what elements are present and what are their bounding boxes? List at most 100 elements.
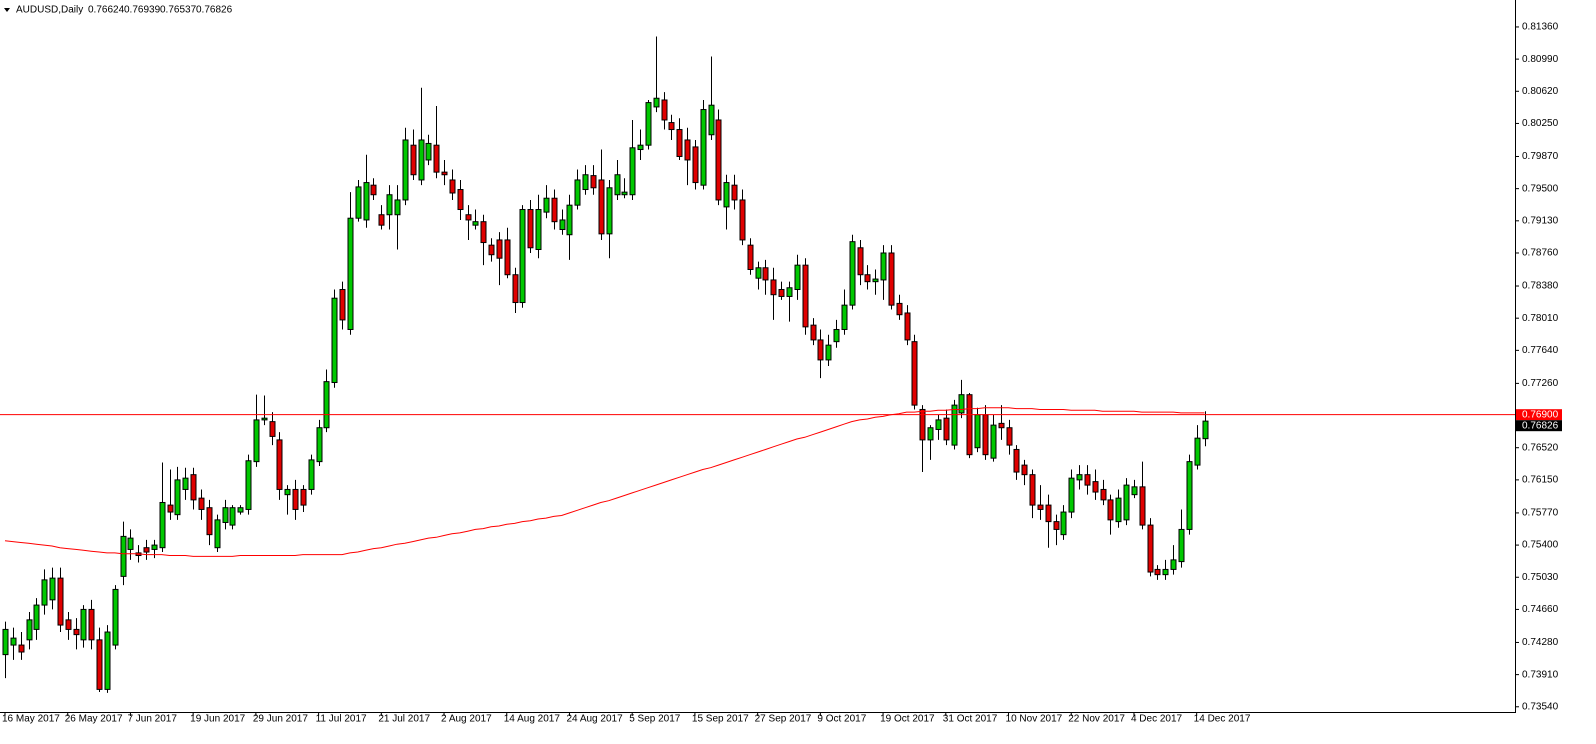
candle-body — [1013, 448, 1020, 473]
candle-body — [214, 519, 221, 549]
candle-body — [237, 507, 244, 513]
candle-body — [151, 544, 158, 550]
candle-body — [951, 404, 958, 446]
candle-body — [1139, 486, 1146, 526]
candle-body — [1053, 521, 1060, 530]
y-tick-label: 0.75030 — [1522, 572, 1559, 583]
candle-body — [715, 119, 722, 201]
candle-body — [457, 189, 464, 211]
x-tick-label: 11 Jul 2017 — [316, 714, 367, 725]
candle-body — [653, 97, 660, 108]
y-tick-label: 0.77260 — [1522, 378, 1559, 389]
moving-average — [4, 407, 1205, 557]
candle-body — [872, 278, 879, 283]
candle-body — [331, 297, 338, 384]
price-label: 0.76826 — [1522, 420, 1559, 431]
candle-body — [190, 474, 197, 501]
y-tick-label: 0.74280 — [1522, 637, 1559, 648]
candle-body — [347, 217, 354, 330]
y-tick-label: 0.80250 — [1522, 118, 1559, 129]
candle-body — [488, 244, 495, 256]
x-tick-label: 29 Jun 2017 — [253, 714, 308, 725]
candle-body — [1147, 524, 1154, 573]
candle-body — [472, 221, 479, 226]
candle-body — [958, 394, 965, 414]
candle-body — [1029, 474, 1036, 506]
candle-body — [73, 628, 80, 636]
candle-body — [880, 252, 887, 281]
candle-body — [206, 507, 213, 536]
menu-arrow[interactable] — [4, 8, 10, 12]
x-tick-label: 7 Jun 2017 — [127, 714, 177, 725]
candle-body — [480, 221, 487, 244]
y-tick-label: 0.76150 — [1522, 475, 1559, 486]
candle-body — [300, 488, 307, 506]
y-tick-label: 0.78380 — [1522, 281, 1559, 292]
candle-body — [731, 184, 738, 201]
candle-body — [598, 179, 605, 235]
candle-body — [1202, 420, 1209, 440]
candle-body — [261, 417, 268, 421]
candle-body — [308, 459, 315, 490]
candle-body — [802, 264, 809, 328]
level-label-box — [1516, 409, 1562, 421]
candle-body — [394, 199, 401, 216]
candle-body — [120, 535, 127, 577]
candle-body — [857, 247, 864, 276]
candle-body — [370, 184, 377, 196]
candle-body — [339, 288, 346, 321]
candle-body — [684, 139, 691, 161]
candle-body — [222, 507, 229, 523]
x-tick-label: 15 Sep 2017 — [692, 714, 749, 725]
candle-body — [1170, 559, 1177, 570]
candle-body — [794, 264, 801, 290]
y-tick-label: 0.75770 — [1522, 508, 1559, 519]
candle-body — [253, 419, 260, 463]
header-high: 0.76939 — [124, 5, 161, 16]
candle-body — [18, 644, 25, 653]
candle-body — [817, 339, 824, 361]
candle-body — [159, 501, 166, 549]
candle-body — [1006, 427, 1013, 446]
x-tick-label: 14 Aug 2017 — [504, 714, 561, 725]
candle-body — [621, 191, 628, 196]
candle-body — [323, 381, 330, 429]
candle-body — [127, 537, 134, 550]
candle-body — [543, 197, 550, 213]
candle-body — [104, 631, 111, 690]
candle-body — [700, 109, 707, 186]
candle-body — [57, 577, 64, 626]
candle-body — [810, 324, 817, 341]
candle-body — [786, 287, 793, 297]
candle-body — [1060, 511, 1067, 536]
y-tick-label: 0.76520 — [1522, 442, 1559, 453]
candle-body — [378, 214, 385, 226]
y-tick-label: 0.77640 — [1522, 345, 1559, 356]
candle-body — [112, 588, 119, 646]
candle-body — [386, 194, 393, 216]
candle-body — [927, 427, 934, 441]
candle-body — [174, 479, 181, 516]
candle-body — [1115, 497, 1122, 523]
y-tick-label: 0.73540 — [1522, 701, 1559, 712]
candle-body — [1162, 568, 1169, 576]
candle-body — [896, 302, 903, 316]
candle-body — [998, 422, 1005, 429]
candle-body — [966, 394, 973, 456]
x-tick-label: 16 May 2017 — [2, 714, 60, 725]
candle-body — [1068, 477, 1075, 513]
candle-body — [825, 344, 832, 361]
x-tick-label: 4 Dec 2017 — [1131, 714, 1183, 725]
candle-body — [911, 341, 918, 406]
candle-body — [982, 414, 989, 456]
candle-body — [974, 414, 981, 449]
candle-body — [441, 171, 448, 176]
candle-body — [849, 241, 856, 306]
candle-body — [229, 507, 236, 526]
candle-body — [65, 619, 72, 630]
candle-body — [606, 187, 613, 235]
candle-body — [269, 421, 276, 437]
candle-body — [629, 147, 636, 196]
candle-body — [1037, 504, 1044, 510]
header-open: 0.76624 — [88, 5, 125, 16]
